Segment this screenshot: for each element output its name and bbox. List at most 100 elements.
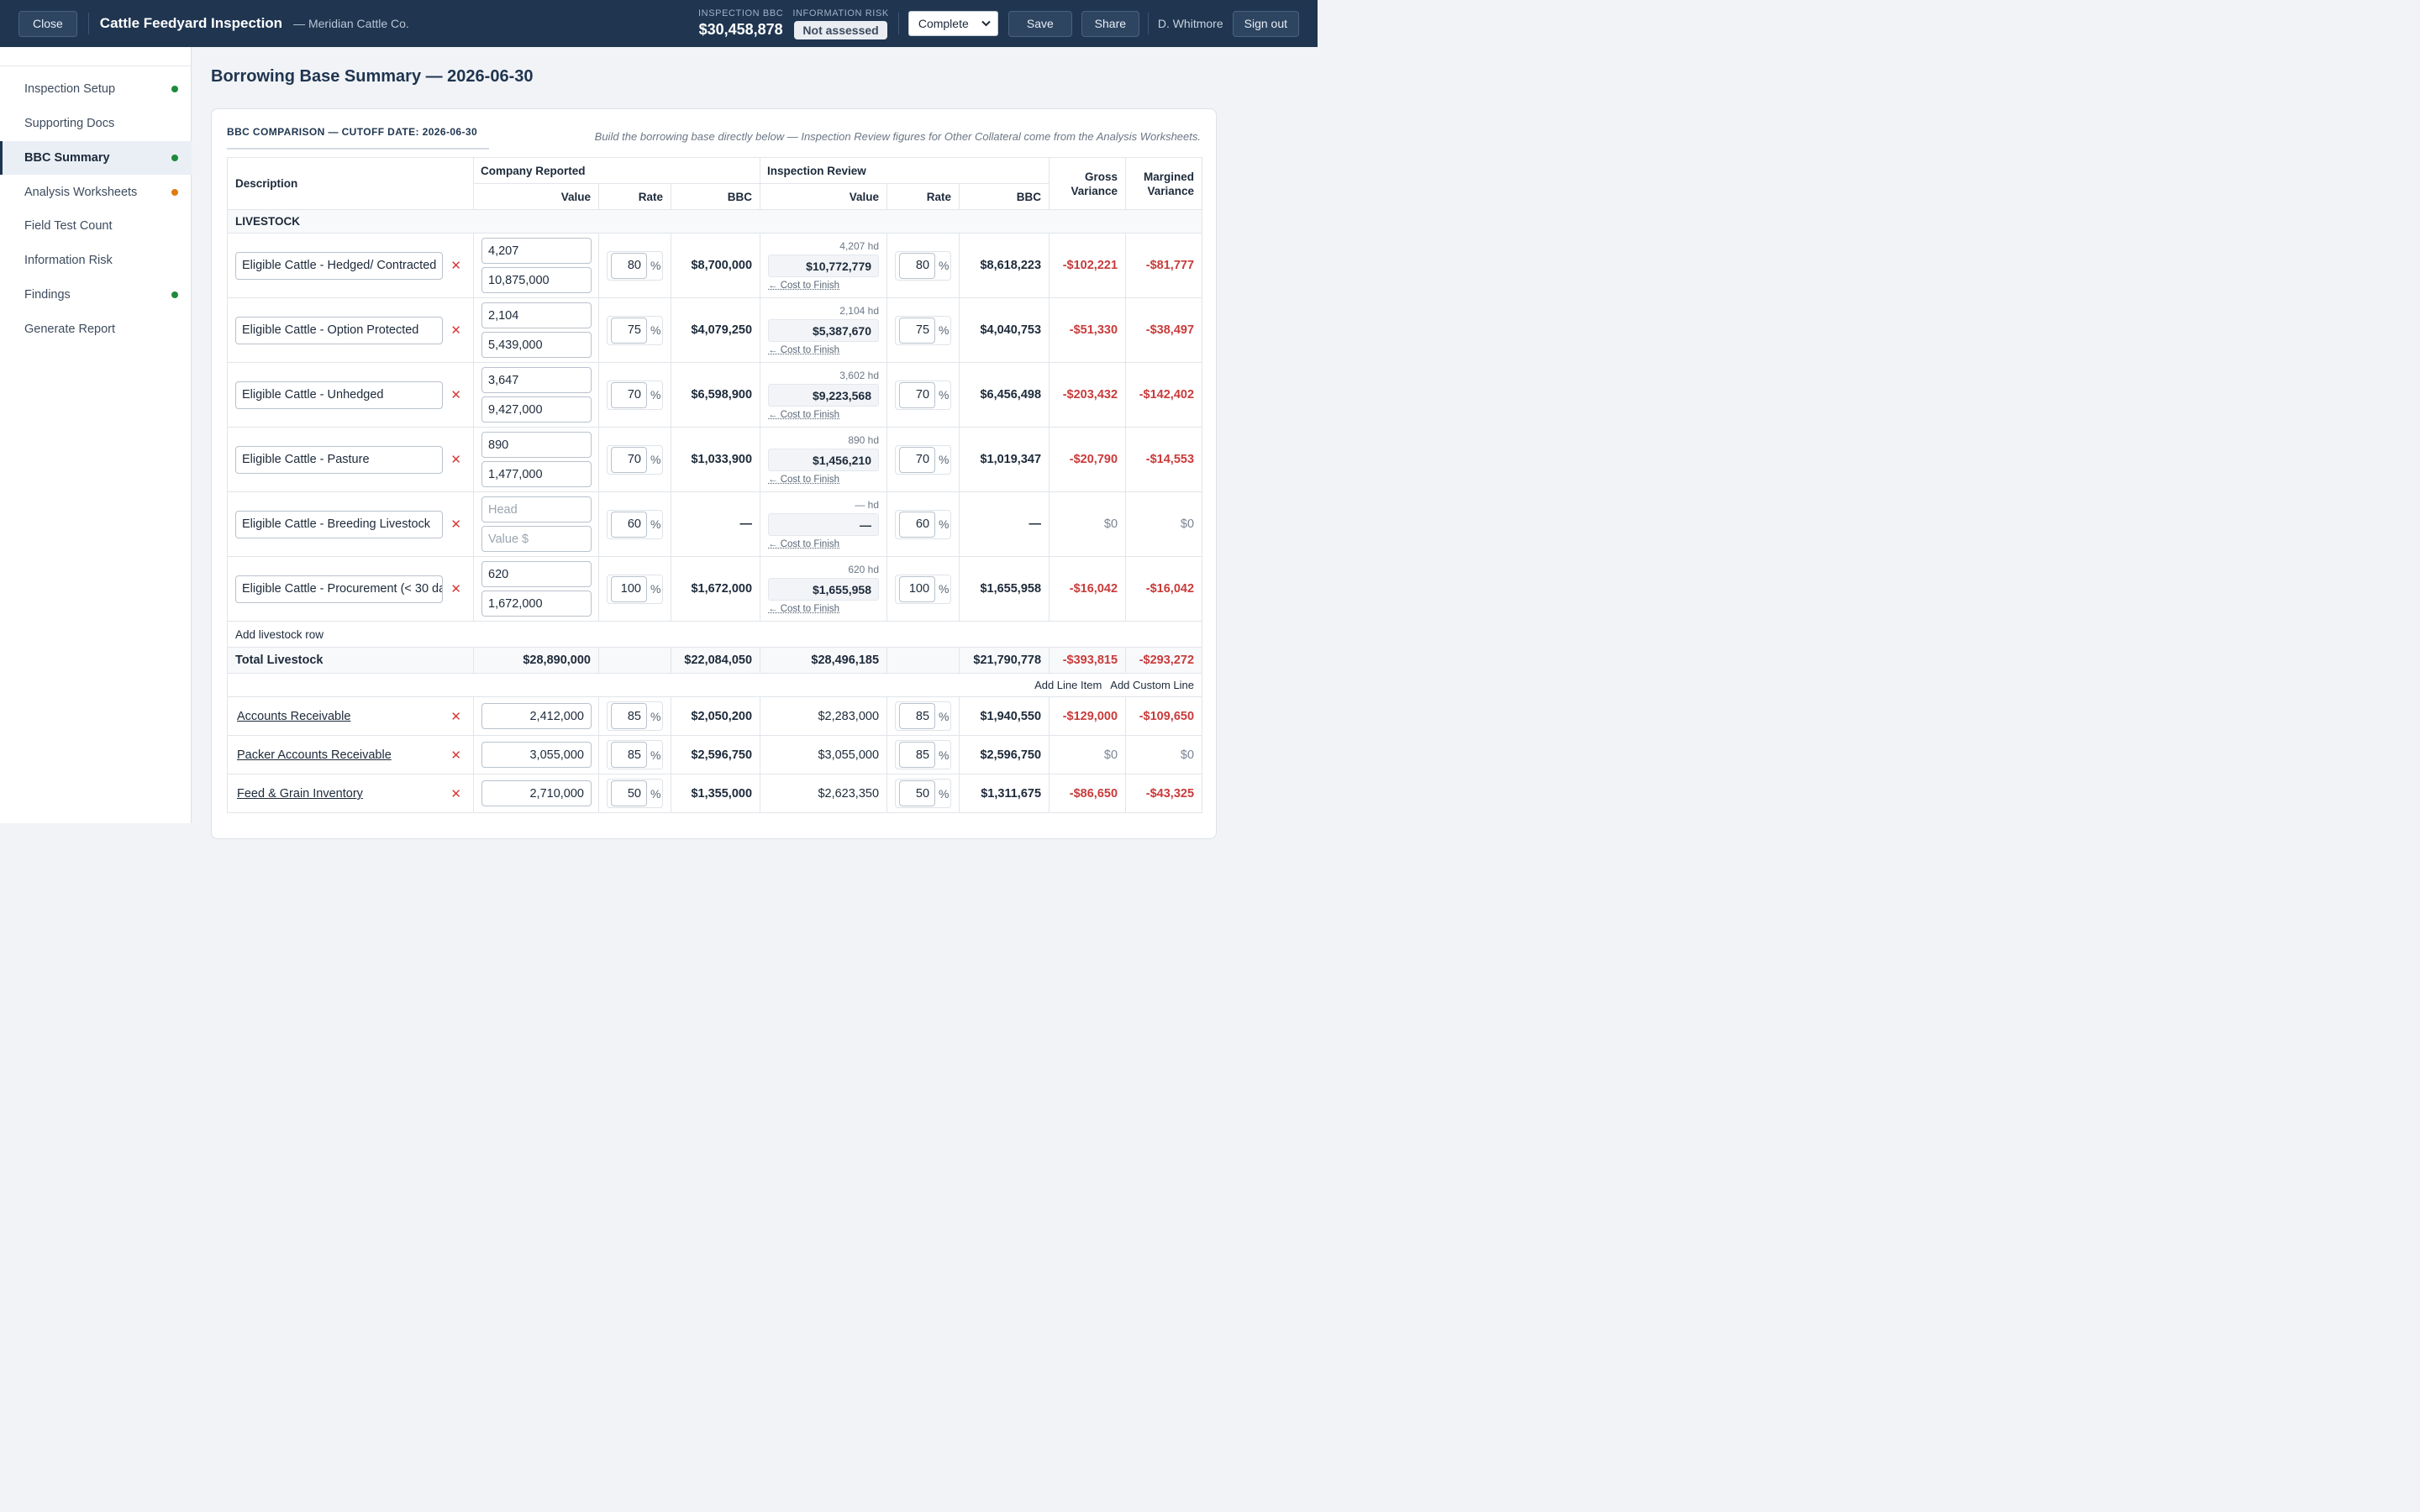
ir-bbc-cell: $1,019,347: [959, 427, 1050, 492]
rate-input[interactable]: 75: [899, 317, 936, 344]
sidebar-item-inspection-setup[interactable]: Inspection Setup: [0, 72, 192, 106]
remove-row-icon[interactable]: ✕: [450, 709, 461, 724]
rate-input[interactable]: 85: [611, 742, 647, 768]
bbc-table: Description Company Reported Inspection …: [226, 157, 1203, 813]
cost-to-finish-link[interactable]: ← Cost to Finish: [768, 410, 840, 420]
add-line-item-button[interactable]: Add Line Item: [1034, 679, 1102, 691]
rate-input[interactable]: 70: [611, 381, 647, 408]
cr-bbc-cell: $1,672,000: [670, 556, 761, 622]
head-input[interactable]: 890: [481, 432, 592, 458]
value-input[interactable]: 10,875,000: [481, 267, 592, 293]
margined-variance-cell: $0: [1125, 491, 1203, 557]
sidebar-item-bbc-summary[interactable]: BBC Summary: [0, 141, 192, 175]
empty-cell: [886, 647, 960, 674]
margined-variance-cell: -$43,325: [1125, 774, 1203, 813]
column-group-inspection-review: Inspection Review: [760, 157, 1050, 184]
cr-bbc-cell: $2,050,200: [670, 696, 761, 736]
head-input[interactable]: 4,207: [481, 238, 592, 264]
rate-input[interactable]: 70: [899, 446, 936, 473]
remove-row-icon[interactable]: ✕: [450, 259, 461, 273]
remove-row-icon[interactable]: ✕: [450, 453, 461, 467]
ir-bbc-cell: $1,311,675: [959, 774, 1050, 813]
percent-sign: %: [650, 582, 661, 596]
value-input[interactable]: 3,055,000: [481, 742, 592, 768]
value-input[interactable]: 9,427,000: [481, 396, 592, 423]
rate-input[interactable]: 100: [899, 575, 936, 602]
sign-out-button[interactable]: Sign out: [1232, 10, 1299, 37]
sidebar-item-information-risk[interactable]: Information Risk: [0, 244, 192, 277]
remove-row-icon[interactable]: ✕: [450, 786, 461, 801]
ir-bbc-cell: $2,596,750: [959, 735, 1050, 774]
head-input[interactable]: 3,647: [481, 367, 592, 393]
remove-row-icon[interactable]: ✕: [450, 582, 461, 596]
add-custom-line-button[interactable]: Add Custom Line: [1110, 679, 1195, 691]
value-input[interactable]: 1,477,000: [481, 461, 592, 487]
save-button[interactable]: Save: [1007, 10, 1072, 37]
gross-variance-cell: -$86,650: [1049, 774, 1127, 813]
livestock-row: Eligible Cattle - Option Protected ✕ 2,1…: [227, 297, 1203, 363]
rate-input[interactable]: 80: [899, 252, 936, 279]
close-button[interactable]: Close: [18, 10, 77, 37]
sidebar-item-analysis-worksheets[interactable]: Analysis Worksheets: [0, 176, 192, 209]
sidebar-item-supporting-docs[interactable]: Supporting Docs: [0, 107, 192, 140]
head-input[interactable]: 620: [481, 561, 592, 587]
rate-input[interactable]: 60: [611, 511, 647, 538]
value-input[interactable]: 5,439,000: [481, 332, 592, 358]
collateral-link[interactable]: Packer Accounts Receivable: [237, 748, 392, 762]
value-input[interactable]: Value $: [481, 526, 592, 552]
share-button[interactable]: Share: [1081, 10, 1139, 37]
cost-to-finish-link[interactable]: ← Cost to Finish: [768, 539, 840, 549]
value-input[interactable]: 2,412,000: [481, 703, 592, 729]
value-input[interactable]: 2,710,000: [481, 780, 592, 806]
collateral-link[interactable]: Feed & Grain Inventory: [237, 787, 363, 801]
remove-row-icon[interactable]: ✕: [450, 323, 461, 338]
rate-input[interactable]: 80: [611, 252, 647, 279]
add-livestock-row-button[interactable]: Add livestock row: [235, 627, 324, 641]
rate-input[interactable]: 50: [611, 780, 647, 806]
head-input[interactable]: 2,104: [481, 302, 592, 328]
other-collateral-row: Feed & Grain Inventory ✕ 2,710,000 50% $…: [227, 774, 1203, 813]
description-input[interactable]: Eligible Cattle - Pasture: [235, 445, 443, 474]
rate-input[interactable]: 70: [899, 381, 936, 408]
ir-value-cell: — hd — ← Cost to Finish: [760, 491, 888, 557]
cost-to-finish-link[interactable]: ← Cost to Finish: [768, 604, 840, 614]
rate-input[interactable]: 85: [899, 742, 936, 768]
description-cell: Eligible Cattle - Hedged/ Contracted ✕: [227, 233, 474, 298]
collateral-link[interactable]: Accounts Receivable: [237, 710, 351, 723]
rate-input[interactable]: 85: [611, 703, 647, 729]
sidebar-item-findings[interactable]: Findings: [0, 278, 192, 312]
cost-to-finish-link[interactable]: ← Cost to Finish: [768, 281, 840, 291]
rate-input[interactable]: 50: [899, 780, 936, 806]
sidebar-item-generate-report[interactable]: Generate Report: [0, 312, 192, 346]
sidebar-item-label: Analysis Worksheets: [24, 186, 138, 199]
total-margined-variance: -$293,272: [1125, 647, 1203, 674]
ir-value-cell: 4,207 hd $10,772,779 ← Cost to Finish: [760, 233, 888, 298]
rate-input[interactable]: 100: [611, 575, 647, 602]
description-input[interactable]: Eligible Cattle - Procurement (< 30 days…: [235, 575, 443, 603]
ir-rate-cell: 100%: [886, 556, 960, 622]
value-input[interactable]: 1,672,000: [481, 591, 592, 617]
description-cell: Accounts Receivable ✕: [227, 696, 474, 736]
description-input[interactable]: Eligible Cattle - Unhedged: [235, 381, 443, 409]
status-select[interactable]: Complete: [908, 11, 998, 36]
remove-row-icon[interactable]: ✕: [450, 517, 461, 532]
percent-sign: %: [650, 388, 661, 402]
description-input[interactable]: Eligible Cattle - Hedged/ Contracted: [235, 251, 443, 280]
rate-input[interactable]: 85: [899, 703, 936, 729]
remove-row-icon[interactable]: ✕: [450, 388, 461, 402]
inspection-bbc-stat: INSPECTION BBC $30,458,878: [698, 8, 783, 39]
sidebar-item-field-test-count[interactable]: Field Test Count: [0, 209, 192, 243]
description-input[interactable]: Eligible Cattle - Option Protected: [235, 316, 443, 344]
inspection-bbc-value: $30,458,878: [698, 21, 783, 38]
cost-to-finish-link[interactable]: ← Cost to Finish: [768, 345, 840, 355]
cost-to-finish-link[interactable]: ← Cost to Finish: [768, 475, 840, 485]
rate-input[interactable]: 70: [611, 446, 647, 473]
description-input[interactable]: Eligible Cattle - Breeding Livestock: [235, 510, 443, 538]
rate-input[interactable]: 60: [899, 511, 936, 538]
remove-row-icon[interactable]: ✕: [450, 748, 461, 763]
ir-rate-cell: 85%: [886, 735, 960, 774]
ir-value: —: [768, 513, 880, 536]
head-input[interactable]: Head: [481, 496, 592, 522]
rate-input[interactable]: 75: [611, 317, 647, 344]
column-header-ir-value: Value: [760, 183, 888, 210]
